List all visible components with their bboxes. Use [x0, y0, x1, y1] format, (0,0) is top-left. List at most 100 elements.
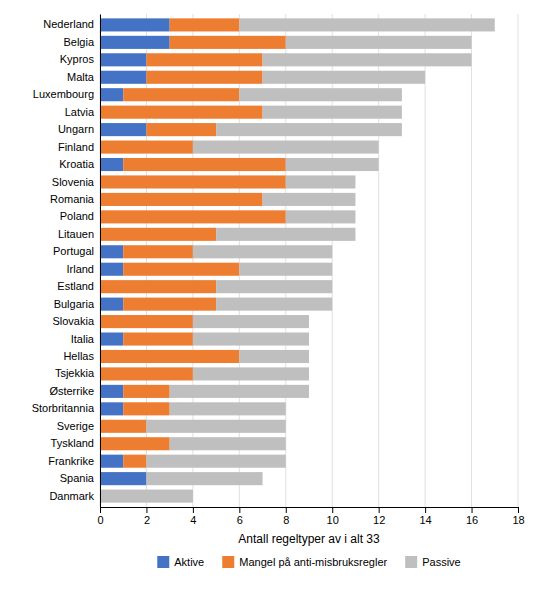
tick-label: Danmark — [49, 490, 94, 502]
bar — [100, 367, 193, 380]
tick-label: Poland — [60, 210, 94, 222]
tick-label: 8 — [283, 514, 289, 526]
chart: 024681012141618NederlandBelgiaKyprosMalt… — [0, 0, 542, 589]
legend-item: Mangel på anti-misbruksregler — [222, 556, 387, 568]
tick-label: Latvia — [65, 106, 95, 118]
bar — [100, 437, 170, 450]
tick-label: Slovenia — [52, 175, 95, 187]
tick-label: Belgia — [63, 36, 94, 48]
tick-mark — [425, 507, 426, 513]
bar — [170, 385, 309, 398]
bar — [239, 263, 332, 276]
bars — [100, 18, 495, 502]
bar — [170, 437, 286, 450]
bar — [100, 263, 123, 276]
bar — [100, 88, 123, 101]
tick-label: Portugal — [53, 245, 94, 257]
legend-label: Passive — [422, 556, 461, 568]
grid-line — [518, 14, 519, 507]
tick-label: Kroatia — [59, 158, 95, 170]
tick: 10 — [327, 507, 339, 526]
bar — [100, 332, 123, 345]
tick-label: 6 — [237, 514, 243, 526]
tick: Litauen — [58, 228, 94, 240]
legend-label: Mangel på anti-misbruksregler — [239, 556, 387, 568]
tick: 12 — [373, 507, 385, 526]
tick: Estland — [57, 280, 94, 292]
tick: 16 — [466, 507, 478, 526]
bar — [100, 472, 146, 485]
bar — [123, 158, 286, 171]
tick: Irland — [66, 263, 94, 275]
bar — [123, 263, 239, 276]
plot: 024681012141618NederlandBelgiaKyprosMalt… — [32, 14, 525, 568]
bar — [123, 402, 169, 415]
tick: 8 — [283, 507, 289, 526]
tick: 0 — [97, 507, 103, 526]
legend-label: Aktive — [174, 556, 204, 568]
bar — [100, 158, 123, 171]
bar — [123, 455, 146, 468]
bar — [286, 175, 356, 188]
bar — [193, 367, 309, 380]
legend-swatch — [405, 556, 417, 568]
bar — [100, 175, 286, 188]
series — [100, 18, 495, 502]
legend: Aktive Mangel på anti-misbruksregler Passi… — [157, 556, 460, 568]
tick-label: Tyskland — [51, 437, 94, 449]
bar — [263, 106, 402, 119]
bar — [216, 228, 355, 241]
tick-mark — [100, 507, 101, 513]
tick: Storbritannia — [32, 402, 95, 414]
tick: Kroatia — [59, 158, 95, 170]
legend-item: Aktive — [157, 556, 204, 568]
tick-label: Ungarn — [58, 123, 94, 135]
grid-line — [378, 14, 379, 507]
bar — [100, 420, 146, 433]
y-axis: NederlandBelgiaKyprosMaltaLuxembourgLatv… — [32, 15, 101, 508]
legend-item: Passive — [405, 556, 461, 568]
tick-label: Estland — [57, 280, 94, 292]
bar — [239, 88, 402, 101]
bar — [100, 315, 193, 328]
bar — [263, 71, 426, 84]
grid-line — [285, 14, 286, 507]
bar — [100, 53, 146, 66]
tick-label: Sverige — [57, 420, 94, 432]
bar — [239, 350, 309, 363]
tick: Tsjekkia — [55, 367, 95, 379]
tick-label: 14 — [419, 514, 431, 526]
tick-label: 0 — [97, 514, 103, 526]
bar — [123, 88, 239, 101]
bar — [193, 315, 309, 328]
bar — [100, 71, 146, 84]
x-axis-title: Antall regeltyper av i alt 33 — [238, 532, 380, 546]
tick: 18 — [512, 507, 524, 526]
bar — [123, 298, 216, 311]
tick-mark — [379, 507, 380, 513]
bar — [170, 402, 286, 415]
tick-mark — [332, 507, 333, 513]
grid-line — [146, 14, 147, 507]
bar — [100, 123, 146, 136]
grid-line — [332, 14, 333, 507]
tick: Sverige — [57, 420, 94, 432]
tick: Finland — [58, 141, 94, 153]
tick-label: Bulgaria — [54, 298, 95, 310]
tick: Slovakia — [52, 315, 94, 327]
bar — [216, 123, 402, 136]
tick: Tyskland — [51, 437, 94, 449]
tick-label: Frankrike — [48, 455, 94, 467]
tick-label: Luxembourg — [33, 88, 94, 100]
bar — [100, 141, 193, 154]
tick: Østerrike — [49, 385, 94, 397]
tick: 4 — [190, 507, 196, 526]
grid-line — [471, 14, 472, 507]
tick: 6 — [237, 507, 243, 526]
tick-label: Spania — [60, 472, 95, 484]
series — [100, 18, 286, 467]
tick-label: Malta — [67, 71, 95, 83]
bar — [100, 385, 123, 398]
bar — [146, 420, 285, 433]
tick-label: 16 — [466, 514, 478, 526]
